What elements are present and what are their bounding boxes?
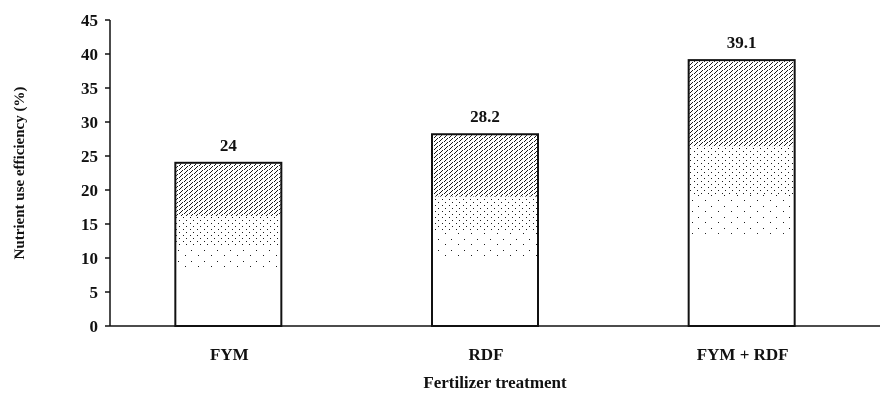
bar-stipple-medium xyxy=(176,216,281,246)
bar-outline xyxy=(687,59,796,328)
y-tick-label: 5 xyxy=(90,283,99,302)
bar-group xyxy=(174,161,283,327)
x-tick-label: FYM + RDF xyxy=(697,345,789,364)
bar-group xyxy=(431,133,539,327)
bar-outline xyxy=(174,161,283,327)
x-tick-label: RDF xyxy=(469,345,504,364)
x-tick-label-group: FYM RDF FYM + RDF xyxy=(210,345,789,364)
bar-stipple-dense xyxy=(176,163,281,217)
y-tick-label: 40 xyxy=(81,45,98,64)
bar-stipple-sparse xyxy=(176,245,281,270)
y-tick-label: 35 xyxy=(81,79,98,98)
bar-stipple-sparse xyxy=(689,194,794,234)
x-axis-title: Fertilizer treatment xyxy=(423,373,567,392)
y-tick-label: 30 xyxy=(81,113,98,132)
bar-stipple-dense xyxy=(689,61,794,147)
bar-value-label: 39.1 xyxy=(727,33,757,52)
bar-value-label: 24 xyxy=(220,136,238,155)
y-axis-title: Nutrient use efficiency (%) xyxy=(12,87,28,260)
bar-stipple-medium xyxy=(433,196,537,232)
bar-stipple-medium xyxy=(689,146,794,195)
y-tick-label: 25 xyxy=(81,147,98,166)
bar-series: 24 28.2 39.1 xyxy=(174,33,796,328)
bar-value-label: 28.2 xyxy=(470,107,500,126)
bar-outline xyxy=(431,133,539,327)
y-tick-group: 0 5 10 15 20 25 30 35 40 45 xyxy=(81,11,110,336)
y-tick-label: 0 xyxy=(90,317,99,336)
y-tick-label: 15 xyxy=(81,215,98,234)
bar-stipple-dense xyxy=(433,135,537,197)
bar-stipple-sparse xyxy=(433,231,537,260)
x-tick-label: FYM xyxy=(210,345,249,364)
bar-group xyxy=(687,59,796,328)
y-tick-label: 45 xyxy=(81,11,98,30)
y-tick-label: 20 xyxy=(81,181,98,200)
y-tick-label: 10 xyxy=(81,249,98,268)
